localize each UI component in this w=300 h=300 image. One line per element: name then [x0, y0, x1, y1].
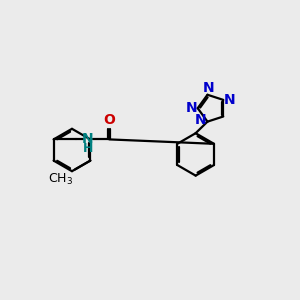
Text: N: N — [195, 113, 207, 127]
Text: N: N — [185, 101, 197, 115]
Text: CH$_3$: CH$_3$ — [47, 172, 73, 187]
Text: H: H — [83, 142, 93, 155]
Text: O: O — [103, 113, 115, 127]
Text: N: N — [224, 93, 236, 107]
Text: N: N — [82, 131, 94, 146]
Text: N: N — [203, 81, 215, 95]
